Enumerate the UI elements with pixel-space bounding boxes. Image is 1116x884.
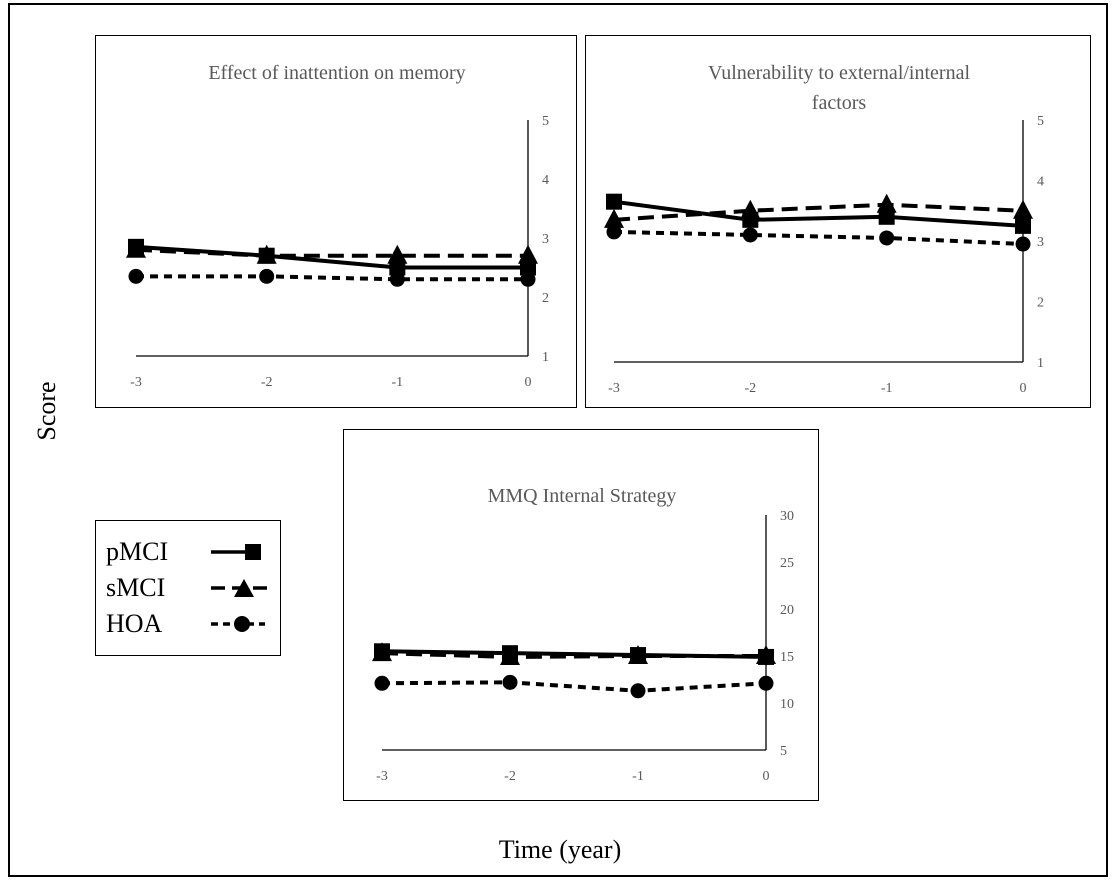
chart-title: Effect of inattention on memory <box>208 62 465 84</box>
y-tick-label: 5 <box>1037 114 1044 129</box>
data-point-pmci <box>389 259 406 276</box>
chart-title: MMQ Internal Strategy <box>488 485 677 507</box>
x-tick-label: 0 <box>763 769 770 784</box>
chart-title: factors <box>812 92 867 114</box>
y-tick-label: 25 <box>780 556 794 571</box>
legend-swatch-circle <box>211 616 265 632</box>
data-point-hoa <box>606 224 622 240</box>
chart-panel-mmq-internal-strategy: MMQ Internal Strategy -3 -2 -1 0 5 10 15 20 25 30 <box>343 429 819 801</box>
legend: pMCI sMCI HOA <box>95 520 281 656</box>
series-line-hoa <box>613 229 1024 247</box>
x-axis-label: Time (year) <box>498 835 622 864</box>
data-point-pmci <box>758 648 774 665</box>
x-tick-label: -3 <box>376 769 388 784</box>
y-axis-label: Score <box>32 381 61 441</box>
legend-label: sMCI <box>106 573 166 602</box>
data-point-hoa <box>389 271 405 287</box>
legend-item-hoa: HOA <box>106 609 276 639</box>
x-tick-label: -1 <box>632 769 644 784</box>
data-point-pmci <box>128 238 144 255</box>
series-line-pmci <box>135 244 528 270</box>
series-line-hoa <box>136 274 528 282</box>
data-point-smci <box>876 193 897 213</box>
y-tick-label: 1 <box>542 350 549 365</box>
x-tick-label: -3 <box>130 375 142 390</box>
x-tick-label: 0 <box>1020 381 1027 396</box>
x-tick-label: -1 <box>391 375 403 390</box>
y-tick-label: 10 <box>780 697 794 712</box>
y-tick-label: 2 <box>542 291 549 306</box>
series-line-smci <box>135 247 528 258</box>
series-line-pmci <box>613 199 1024 228</box>
legend-item-pmci: pMCI <box>106 537 276 567</box>
legend-swatch-square <box>211 544 261 560</box>
legend-item-smci: sMCI <box>106 573 276 603</box>
data-point-pmci <box>502 645 518 662</box>
data-point-smci <box>518 244 538 264</box>
chart-panel-vulnerability: Vulnerability to external/internal factor… <box>585 35 1091 408</box>
data-point-hoa <box>374 675 390 691</box>
data-point-pmci <box>1015 217 1031 234</box>
data-point-pmci <box>630 647 646 664</box>
series-line-smci <box>613 202 1024 222</box>
y-tick-label: 30 <box>780 509 794 524</box>
data-point-hoa <box>520 271 536 287</box>
y-tick-label: 4 <box>542 173 549 188</box>
data-point-hoa <box>630 683 646 699</box>
data-point-hoa <box>128 268 144 284</box>
data-point-pmci <box>878 208 895 225</box>
data-point-smci <box>387 244 408 264</box>
series-line-hoa <box>381 680 767 693</box>
x-tick-label: -2 <box>744 381 756 396</box>
series-line-pmci <box>381 649 767 659</box>
legend-label: pMCI <box>106 537 169 566</box>
y-tick-label: 3 <box>542 232 549 247</box>
y-tick-label: 4 <box>1037 175 1044 190</box>
data-point-hoa <box>742 227 758 243</box>
data-point-pmci <box>520 259 536 276</box>
data-point-smci <box>1013 199 1033 219</box>
chart-panel-inattention: Effect of inattention on memory -3 -2 -1 0 1 2… <box>95 35 577 408</box>
data-point-pmci <box>374 643 390 660</box>
y-tick-label: 5 <box>542 114 549 129</box>
y-tick-label: 5 <box>780 744 787 759</box>
data-point-pmci <box>742 211 759 228</box>
chart-title: Vulnerability to external/internal <box>708 62 970 84</box>
x-tick-label: -3 <box>608 381 620 396</box>
legend-label: HOA <box>106 609 163 638</box>
x-tick-label: -1 <box>881 381 893 396</box>
chart-svg: MMQ Internal Strategy -3 -2 -1 05 10 15 20 25 30 <box>372 485 794 784</box>
x-tick-label: -2 <box>261 375 273 390</box>
chart-svg: Vulnerability to external/internal factor… <box>604 62 1044 396</box>
y-tick-label: 1 <box>1037 356 1044 371</box>
data-point-hoa <box>758 675 774 691</box>
chart-svg: Effect of inattention on memory -3 -2 -1 01 2… <box>126 62 549 390</box>
data-point-hoa <box>502 674 518 690</box>
data-point-smci <box>604 208 624 228</box>
y-tick-label: 2 <box>1037 296 1044 311</box>
data-point-hoa <box>1015 236 1031 252</box>
data-point-hoa <box>259 268 275 284</box>
y-tick-label: 3 <box>1037 235 1044 250</box>
x-tick-label: -2 <box>504 769 516 784</box>
data-point-pmci <box>606 193 622 210</box>
data-point-pmci <box>258 247 275 264</box>
data-point-hoa <box>879 230 895 246</box>
x-tick-label: 0 <box>525 375 532 390</box>
legend-swatch-triangle <box>211 579 267 597</box>
y-tick-label: 20 <box>780 603 794 618</box>
y-tick-label: 15 <box>780 650 794 665</box>
